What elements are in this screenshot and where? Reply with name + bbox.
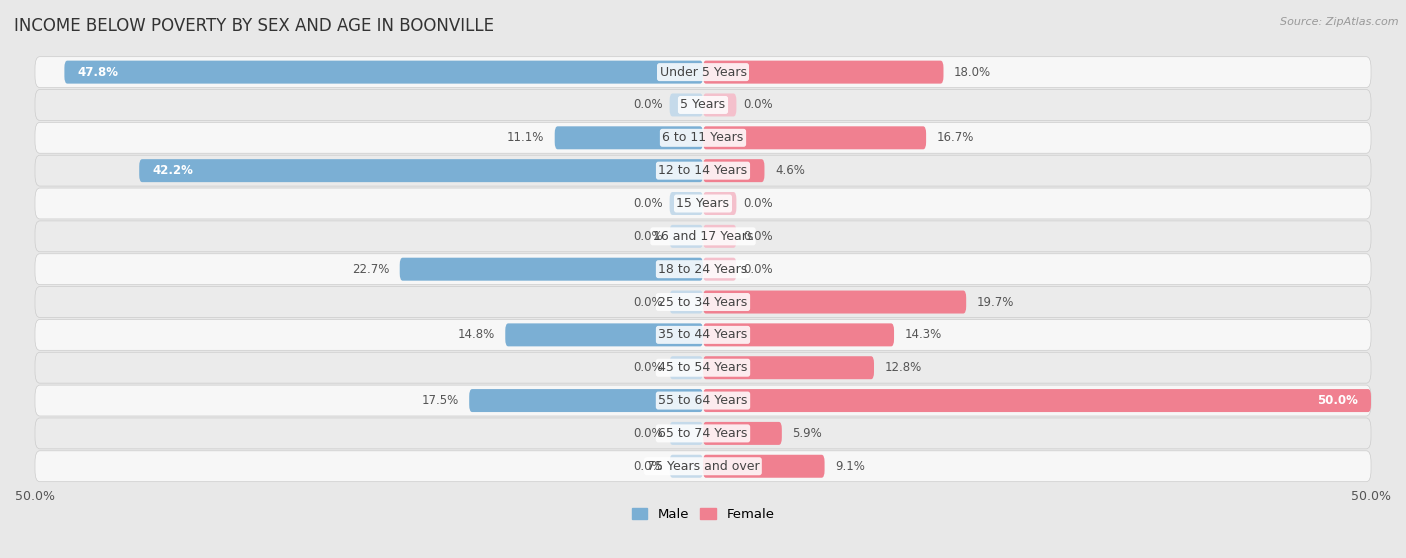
FancyBboxPatch shape	[35, 188, 1371, 219]
Text: 75 Years and over: 75 Years and over	[647, 460, 759, 473]
Text: 17.5%: 17.5%	[422, 394, 458, 407]
Text: 65 to 74 Years: 65 to 74 Years	[658, 427, 748, 440]
Text: 0.0%: 0.0%	[744, 98, 773, 112]
FancyBboxPatch shape	[669, 356, 703, 379]
Text: 16 and 17 Years: 16 and 17 Years	[652, 230, 754, 243]
Text: 55 to 64 Years: 55 to 64 Years	[658, 394, 748, 407]
Text: Under 5 Years: Under 5 Years	[659, 66, 747, 79]
FancyBboxPatch shape	[703, 389, 1371, 412]
FancyBboxPatch shape	[703, 324, 894, 347]
FancyBboxPatch shape	[703, 455, 824, 478]
Text: 25 to 34 Years: 25 to 34 Years	[658, 296, 748, 309]
FancyBboxPatch shape	[35, 122, 1371, 153]
Text: 0.0%: 0.0%	[744, 263, 773, 276]
Text: 0.0%: 0.0%	[633, 197, 662, 210]
Text: 22.7%: 22.7%	[352, 263, 389, 276]
FancyBboxPatch shape	[703, 126, 927, 150]
Text: 11.1%: 11.1%	[506, 131, 544, 145]
FancyBboxPatch shape	[65, 61, 703, 84]
FancyBboxPatch shape	[669, 94, 703, 117]
FancyBboxPatch shape	[470, 389, 703, 412]
Text: 16.7%: 16.7%	[936, 131, 974, 145]
FancyBboxPatch shape	[399, 258, 703, 281]
Text: 12.8%: 12.8%	[884, 361, 922, 374]
Text: 0.0%: 0.0%	[744, 230, 773, 243]
Text: 0.0%: 0.0%	[633, 98, 662, 112]
Text: 0.0%: 0.0%	[633, 460, 662, 473]
Text: 35 to 44 Years: 35 to 44 Years	[658, 328, 748, 341]
FancyBboxPatch shape	[703, 291, 966, 314]
Text: INCOME BELOW POVERTY BY SEX AND AGE IN BOONVILLE: INCOME BELOW POVERTY BY SEX AND AGE IN B…	[14, 17, 494, 35]
FancyBboxPatch shape	[669, 455, 703, 478]
Text: 14.3%: 14.3%	[904, 328, 942, 341]
FancyBboxPatch shape	[35, 418, 1371, 449]
Text: 0.0%: 0.0%	[633, 427, 662, 440]
Text: 18 to 24 Years: 18 to 24 Years	[658, 263, 748, 276]
FancyBboxPatch shape	[703, 61, 943, 84]
Text: 45 to 54 Years: 45 to 54 Years	[658, 361, 748, 374]
FancyBboxPatch shape	[35, 451, 1371, 482]
Text: 4.6%: 4.6%	[775, 164, 806, 177]
FancyBboxPatch shape	[669, 192, 703, 215]
FancyBboxPatch shape	[703, 422, 782, 445]
FancyBboxPatch shape	[35, 221, 1371, 252]
FancyBboxPatch shape	[669, 291, 703, 314]
FancyBboxPatch shape	[35, 385, 1371, 416]
Text: 0.0%: 0.0%	[633, 296, 662, 309]
Text: 0.0%: 0.0%	[633, 230, 662, 243]
FancyBboxPatch shape	[703, 94, 737, 117]
Text: 19.7%: 19.7%	[977, 296, 1014, 309]
Text: 9.1%: 9.1%	[835, 460, 865, 473]
FancyBboxPatch shape	[35, 57, 1371, 88]
FancyBboxPatch shape	[35, 287, 1371, 318]
FancyBboxPatch shape	[139, 159, 703, 182]
FancyBboxPatch shape	[703, 225, 737, 248]
Text: 42.2%: 42.2%	[153, 164, 194, 177]
FancyBboxPatch shape	[35, 352, 1371, 383]
FancyBboxPatch shape	[505, 324, 703, 347]
Text: 5.9%: 5.9%	[793, 427, 823, 440]
FancyBboxPatch shape	[669, 225, 703, 248]
FancyBboxPatch shape	[703, 192, 737, 215]
Text: 47.8%: 47.8%	[77, 66, 118, 79]
FancyBboxPatch shape	[669, 422, 703, 445]
Text: 14.8%: 14.8%	[457, 328, 495, 341]
Text: 15 Years: 15 Years	[676, 197, 730, 210]
FancyBboxPatch shape	[35, 155, 1371, 186]
FancyBboxPatch shape	[35, 89, 1371, 121]
FancyBboxPatch shape	[703, 356, 875, 379]
Text: 0.0%: 0.0%	[744, 197, 773, 210]
FancyBboxPatch shape	[555, 126, 703, 150]
Text: 5 Years: 5 Years	[681, 98, 725, 112]
FancyBboxPatch shape	[35, 254, 1371, 285]
Text: Source: ZipAtlas.com: Source: ZipAtlas.com	[1281, 17, 1399, 27]
Text: 50.0%: 50.0%	[1317, 394, 1358, 407]
Text: 6 to 11 Years: 6 to 11 Years	[662, 131, 744, 145]
Text: 18.0%: 18.0%	[955, 66, 991, 79]
FancyBboxPatch shape	[35, 319, 1371, 350]
Text: 0.0%: 0.0%	[633, 361, 662, 374]
FancyBboxPatch shape	[703, 258, 737, 281]
Legend: Male, Female: Male, Female	[631, 508, 775, 521]
FancyBboxPatch shape	[703, 159, 765, 182]
Text: 12 to 14 Years: 12 to 14 Years	[658, 164, 748, 177]
